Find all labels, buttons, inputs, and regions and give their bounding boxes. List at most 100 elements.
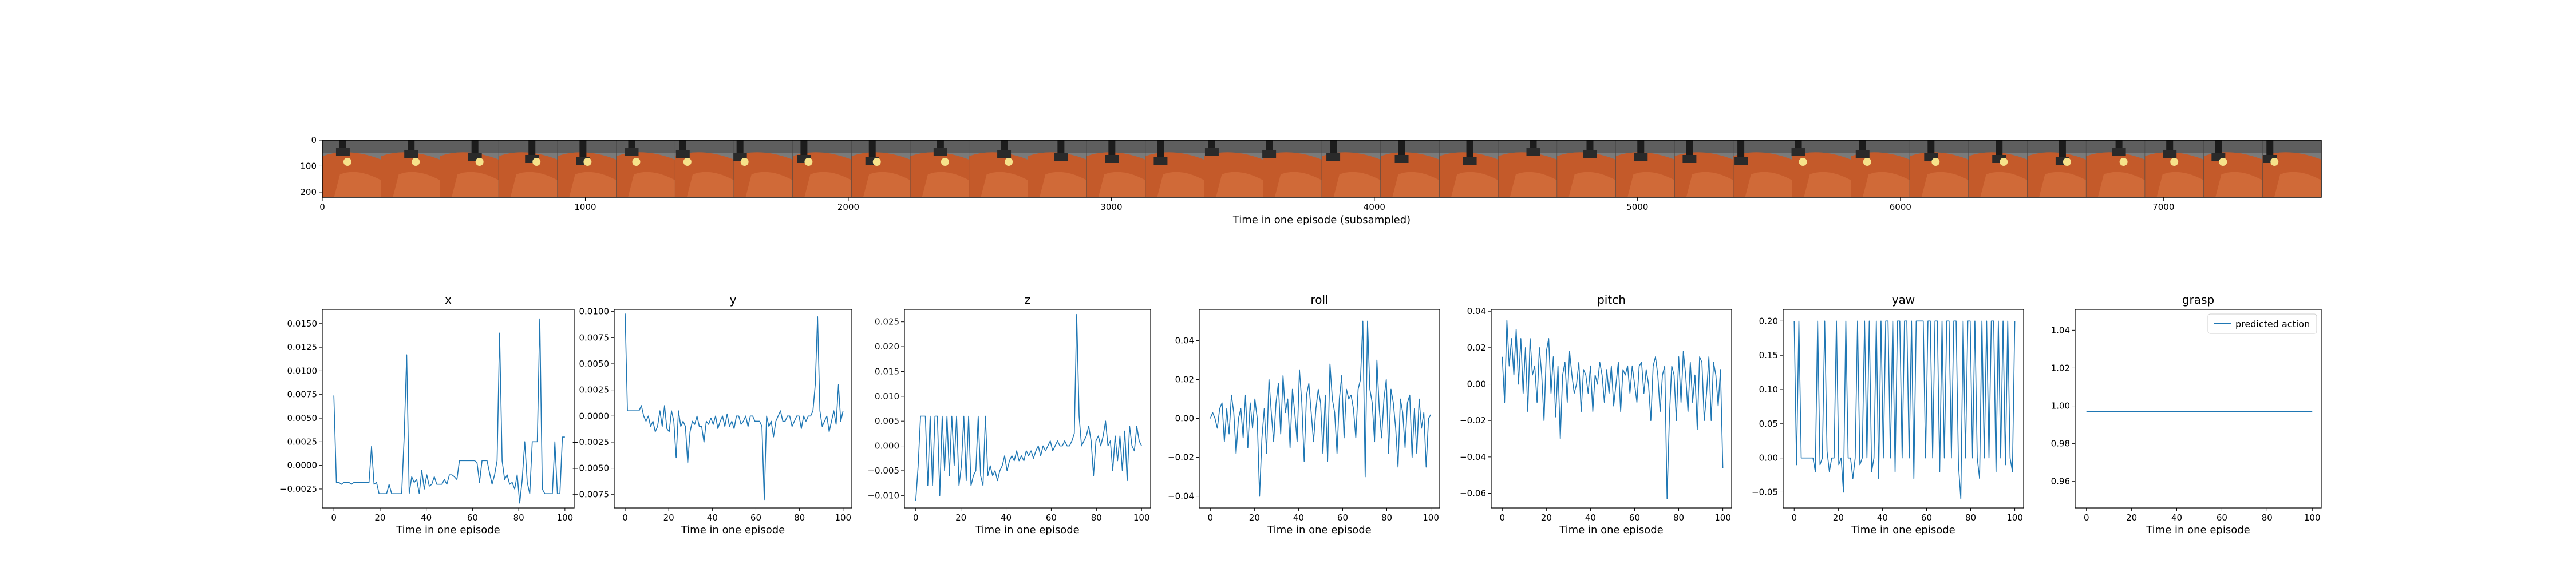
x-tick-label: 0 (1791, 513, 1797, 523)
plot-frame (904, 309, 1151, 509)
frame-object (412, 158, 420, 166)
y-tick-label: 0.015 (875, 366, 899, 376)
panel-grasp: grasp 0 20 40 60 80 100 0.96 0.98 1.00 1.02 1.04 Tim… (2051, 293, 2322, 536)
frame-shadow (322, 140, 382, 153)
episode-frame (1909, 140, 1969, 197)
y-tick-label: 100 (300, 161, 317, 171)
x-tick-label: 80 (2262, 513, 2273, 523)
x-tick-label: 60 (750, 513, 761, 523)
y-tick-label: 0.96 (2051, 476, 2070, 487)
frame-gripper-head (1153, 157, 1168, 165)
image-strip-ticks: 0 1000 2000 3000 4000 5000 6000 7000 0 100 200 (300, 135, 2174, 212)
frame-gripper-head (933, 148, 947, 156)
x-tick-label: 0 (1499, 513, 1505, 523)
episode-frame (1791, 140, 1851, 197)
frame-gripper-arm (2115, 140, 2123, 148)
y-tick-label: 0.0075 (287, 390, 318, 400)
frame-gripper-head (1583, 150, 1597, 158)
y-tick-label: 0.15 (1759, 350, 1778, 360)
x-tick-label: 0 (622, 513, 628, 523)
y-tick-label: −0.0025 (572, 437, 609, 447)
x-tick-label: 4000 (1364, 202, 1385, 212)
y-tick-label: 0.00 (1467, 379, 1486, 390)
frame-object (1005, 158, 1013, 166)
episode-frame (1028, 140, 1087, 197)
x-tick-label: 100 (1714, 513, 1731, 523)
frame-gripper-arm (1001, 140, 1008, 150)
frame-object (1863, 158, 1871, 166)
x-axis-label: Time in one episode (1267, 524, 1372, 536)
frame-gripper-head (2112, 148, 2126, 156)
panel-title: pitch (1597, 293, 1626, 307)
y-tick-label: 0.20 (1759, 316, 1778, 326)
x-tick-label: 40 (1585, 513, 1596, 523)
frame-shadow (1380, 140, 1440, 153)
x-tick-label: 80 (794, 513, 805, 523)
episode-frame (1145, 140, 1205, 197)
frame-gripper-head (997, 150, 1012, 158)
y-tick-label: −0.04 (1460, 452, 1486, 462)
frame-gripper-arm (1927, 140, 1935, 153)
y-tick-label: 0.00 (1759, 453, 1778, 463)
frame-gripper-head (1394, 155, 1409, 163)
panel-title: z (1025, 293, 1031, 307)
x-axis-label: Time in one episode (2146, 524, 2250, 536)
frame-object (683, 158, 692, 166)
image-strip-xlabel: Time in one episode (subsampled) (1232, 214, 1411, 226)
frame-bin-highlight (393, 172, 440, 197)
series-line (1793, 320, 2016, 500)
frame-bin-highlight (1098, 172, 1145, 197)
frame-bin-highlight (2039, 172, 2087, 197)
frame-gripper-arm (408, 140, 415, 150)
x-axis-label: Time in one episode (1559, 524, 1664, 536)
frame-shadow (1733, 140, 1793, 153)
y-tick-label: 0.02 (1467, 343, 1486, 353)
frame-gripper-arm (471, 140, 479, 153)
frame-gripper-arm (1466, 140, 1473, 157)
y-tick-label: 0.00 (1175, 414, 1194, 424)
x-tick-label: 80 (1673, 513, 1684, 523)
frame-gripper-arm (1330, 140, 1337, 153)
image-strip-frames (322, 140, 2322, 197)
frame-gripper-head (625, 148, 639, 156)
frame-gripper-arm (579, 140, 587, 157)
frame-bin-highlight (1627, 172, 1675, 197)
panel-x: x 0 20 40 60 80 100 −0.0025 0.0000 0.0025 0.0050 0.… (280, 293, 575, 536)
x-tick-label: 60 (2217, 513, 2227, 523)
y-tick-label: 0.005 (875, 416, 899, 426)
frame-object (583, 158, 592, 166)
x-tick-label: 80 (513, 513, 524, 523)
episode-frame (557, 140, 617, 197)
plot-frame (614, 309, 852, 509)
frame-gripper-head (1262, 150, 1277, 158)
x-tick-label: 0 (913, 513, 919, 523)
frame-bin-highlight (1745, 172, 1792, 197)
legend: predicted action (2207, 313, 2317, 334)
episode-frame (616, 140, 675, 197)
frame-gripper-head (1855, 150, 1870, 158)
y-tick-label: 0.98 (2051, 439, 2070, 449)
frame-object (941, 158, 949, 166)
x-tick-label: 20 (663, 513, 674, 523)
episode-frame (2203, 140, 2263, 197)
x-tick-label: 5000 (1626, 202, 1648, 212)
plot-frame (2075, 309, 2322, 509)
frame-bin-highlight (804, 172, 852, 197)
x-tick-label: 60 (1629, 513, 1640, 523)
frame-gripper-arm (2215, 140, 2222, 153)
y-tick-label: 0.0050 (287, 413, 318, 423)
episode-frame (1204, 140, 1263, 197)
frame-gripper-arm (628, 140, 635, 148)
frame-shadow (1028, 140, 1087, 153)
panel-pitch: pitch 0 20 40 60 80 100 −0.06 −0.04 −0.02 0.00 0.02… (1460, 293, 1732, 536)
y-tick-label: 0 (311, 135, 317, 145)
frame-bin-highlight (628, 172, 675, 197)
frame-bin-highlight (1333, 172, 1381, 197)
y-tick-label: 0.000 (875, 441, 899, 451)
frame-gripper-arm (1157, 140, 1164, 157)
frame-gripper-head (2163, 150, 2177, 158)
episode-frame (498, 140, 558, 197)
x-tick-label: 100 (1133, 513, 1150, 523)
image-strip-frame-border (322, 140, 2322, 198)
